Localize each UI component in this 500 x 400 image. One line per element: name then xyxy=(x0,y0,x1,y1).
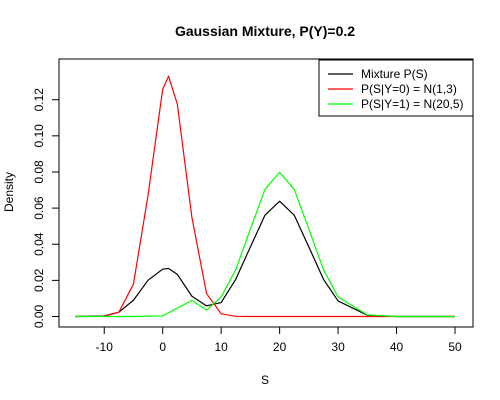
x-tick-label: 20 xyxy=(273,340,287,354)
y-tick-label: 0.08 xyxy=(32,160,46,184)
y-axis-label: Density xyxy=(2,172,16,212)
x-tick-label: -10 xyxy=(96,340,114,354)
x-tick-label: 50 xyxy=(448,340,462,354)
series-line-3 xyxy=(75,171,455,318)
x-axis: -10 0 10 20 30 40 50 xyxy=(96,326,462,354)
series-line-1 xyxy=(74,200,455,318)
legend: Mixture P(S)P(S|Y=0) = N(1,3)P(S|Y=1) = … xyxy=(318,59,474,117)
x-tick-label: 30 xyxy=(331,340,345,354)
series-line-2 xyxy=(74,75,455,318)
y-tick-label: 0.00 xyxy=(32,304,46,328)
y-tick-label: 0.04 xyxy=(32,232,46,256)
y-tick-label: 0.06 xyxy=(32,196,46,220)
y-tick-label: 0.10 xyxy=(32,124,46,148)
x-tick-label: 0 xyxy=(159,340,166,354)
y-axis: 0.00 0.02 0.04 0.06 0.08 0.10 0.12 xyxy=(32,88,60,328)
series-lines xyxy=(74,75,455,318)
y-tick-label: 0.02 xyxy=(32,268,46,292)
y-tick-label: 0.12 xyxy=(32,88,46,112)
x-tick-label: 40 xyxy=(390,340,404,354)
legend-label-2: P(S|Y=0) = N(1,3) xyxy=(361,82,457,96)
x-axis-label: S xyxy=(261,373,269,387)
legend-label-1: Mixture P(S) xyxy=(361,67,428,81)
x-tick-label: 10 xyxy=(214,340,228,354)
legend-box xyxy=(318,59,474,117)
legend-label-3: P(S|Y=1) = N(20,5) xyxy=(361,97,464,111)
chart-title: Gaussian Mixture, P(Y)=0.2 xyxy=(175,23,355,39)
